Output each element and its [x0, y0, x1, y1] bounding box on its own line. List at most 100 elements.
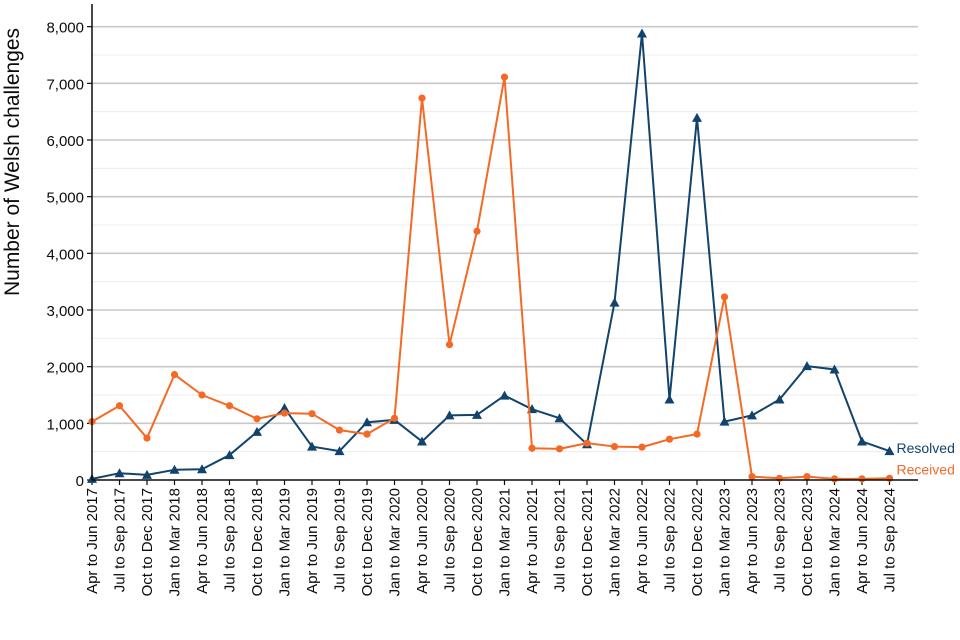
y-tick-label: 2,000: [46, 360, 84, 377]
data-point: [279, 403, 290, 413]
y-tick-label: 3,000: [46, 303, 84, 320]
x-tick-label: Jan to Mar 2023: [717, 488, 734, 596]
x-tick-label: Oct to Dec 2017: [139, 488, 156, 596]
data-point: [308, 410, 316, 418]
x-tick-label: Jan to Mar 2022: [607, 488, 624, 596]
data-point: [554, 413, 565, 423]
data-point: [747, 410, 757, 420]
y-axis-ticks: 0 1,000 2,000 3,000 4,000 5,000 6,000 7,000 8,00…: [46, 20, 92, 490]
data-point: [857, 436, 867, 446]
series-line-received: [91, 76, 890, 480]
data-point: [307, 441, 317, 451]
data-point: [774, 394, 785, 404]
y-tick-label: 5,000: [46, 190, 84, 207]
x-tick-label: Jul to Sep 2017: [112, 488, 129, 592]
data-point: [473, 227, 481, 235]
x-tick-label: Apr to Jun 2022: [634, 488, 651, 594]
x-tick-label: Jul to Sep 2022: [662, 488, 679, 592]
data-point: [472, 409, 482, 419]
series-group: Resolved Received: [87, 28, 955, 483]
data-point: [143, 434, 151, 442]
series-line-resolved: [91, 32, 890, 480]
data-point: [610, 442, 619, 451]
data-point: [583, 439, 591, 447]
data-point: [528, 444, 536, 452]
data-point: [114, 468, 125, 478]
y-tick-label: 4,000: [46, 246, 84, 263]
data-point: [417, 436, 427, 446]
data-point: [334, 446, 345, 456]
data-point: [444, 410, 455, 420]
data-point: [280, 409, 289, 417]
data-point: [555, 445, 564, 453]
x-tick-label: Apr to Jun 2018: [194, 488, 211, 594]
data-point: [803, 473, 811, 481]
y-tick-label: 8,000: [46, 20, 84, 37]
y-tick-label: 1,000: [46, 416, 84, 433]
x-tick-label: Oct to Dec 2022: [689, 488, 706, 596]
data-point: [142, 469, 152, 479]
x-tick-label: Jul to Sep 2019: [332, 488, 349, 592]
x-tick-label: Jan to Mar 2018: [167, 488, 184, 596]
data-point: [692, 112, 702, 122]
x-tick-label: Apr to Jun 2023: [744, 488, 761, 594]
data-point: [638, 443, 646, 451]
data-point: [115, 402, 124, 410]
x-tick-label: Jul to Sep 2020: [442, 488, 459, 592]
data-point: [829, 364, 840, 374]
data-point: [170, 371, 179, 379]
data-point: [363, 430, 371, 438]
x-tick-label: Oct to Dec 2019: [359, 488, 376, 596]
x-tick-label: Jan to Mar 2024: [827, 488, 844, 596]
y-tick-label: 0: [76, 473, 84, 490]
data-point: [500, 73, 509, 81]
x-tick-label: Apr to Jun 2020: [414, 488, 431, 594]
data-point: [664, 394, 675, 404]
series-label-received: Received: [897, 461, 955, 477]
data-point: [198, 391, 206, 399]
x-axis-ticks: Apr to Jun 2017 Jul to Sep 2017 Oct to Dec…: [84, 480, 899, 596]
data-point: [830, 475, 839, 483]
x-tick-label: Oct to Dec 2021: [579, 488, 596, 596]
data-point: [390, 414, 399, 422]
x-tick-label: Jul to Sep 2021: [552, 488, 569, 592]
data-point: [253, 415, 261, 423]
data-point: [775, 474, 784, 482]
x-tick-label: Jul to Sep 2018: [222, 488, 239, 592]
data-point: [693, 430, 701, 438]
data-point: [252, 426, 262, 436]
data-point: [169, 464, 180, 474]
data-point: [224, 450, 235, 460]
x-tick-label: Apr to Jun 2017: [84, 488, 101, 594]
y-axis-label: Number of Welsh challenges: [1, 28, 24, 296]
data-point: [802, 361, 812, 371]
data-point: [197, 464, 207, 474]
data-point: [335, 426, 344, 434]
series-resolved: Resolved: [87, 28, 955, 483]
data-point: [637, 28, 647, 38]
x-tick-label: Jan to Mar 2020: [387, 488, 404, 596]
series-label-resolved: Resolved: [897, 440, 955, 456]
data-point: [720, 293, 729, 301]
x-tick-label: Oct to Dec 2020: [469, 488, 486, 596]
x-tick-label: Jan to Mar 2019: [277, 488, 294, 596]
x-tick-label: Jul to Sep 2024: [882, 488, 899, 592]
x-tick-label: Jan to Mar 2021: [497, 488, 514, 596]
data-point: [499, 390, 510, 400]
x-tick-label: Apr to Jun 2024: [854, 488, 871, 594]
data-point: [418, 94, 426, 102]
data-point: [362, 417, 372, 427]
data-point: [609, 297, 620, 307]
data-point: [665, 435, 674, 443]
x-tick-label: Apr to Jun 2019: [304, 488, 321, 594]
data-point: [885, 474, 894, 482]
data-point: [858, 475, 866, 483]
data-point: [225, 402, 234, 410]
x-tick-label: Jul to Sep 2023: [772, 488, 789, 592]
series-received: Received: [88, 73, 955, 483]
x-tick-label: Oct to Dec 2023: [799, 488, 816, 596]
x-tick-label: Apr to Jun 2021: [524, 488, 541, 594]
y-tick-label: 6,000: [46, 133, 84, 150]
x-tick-label: Oct to Dec 2018: [249, 488, 266, 596]
